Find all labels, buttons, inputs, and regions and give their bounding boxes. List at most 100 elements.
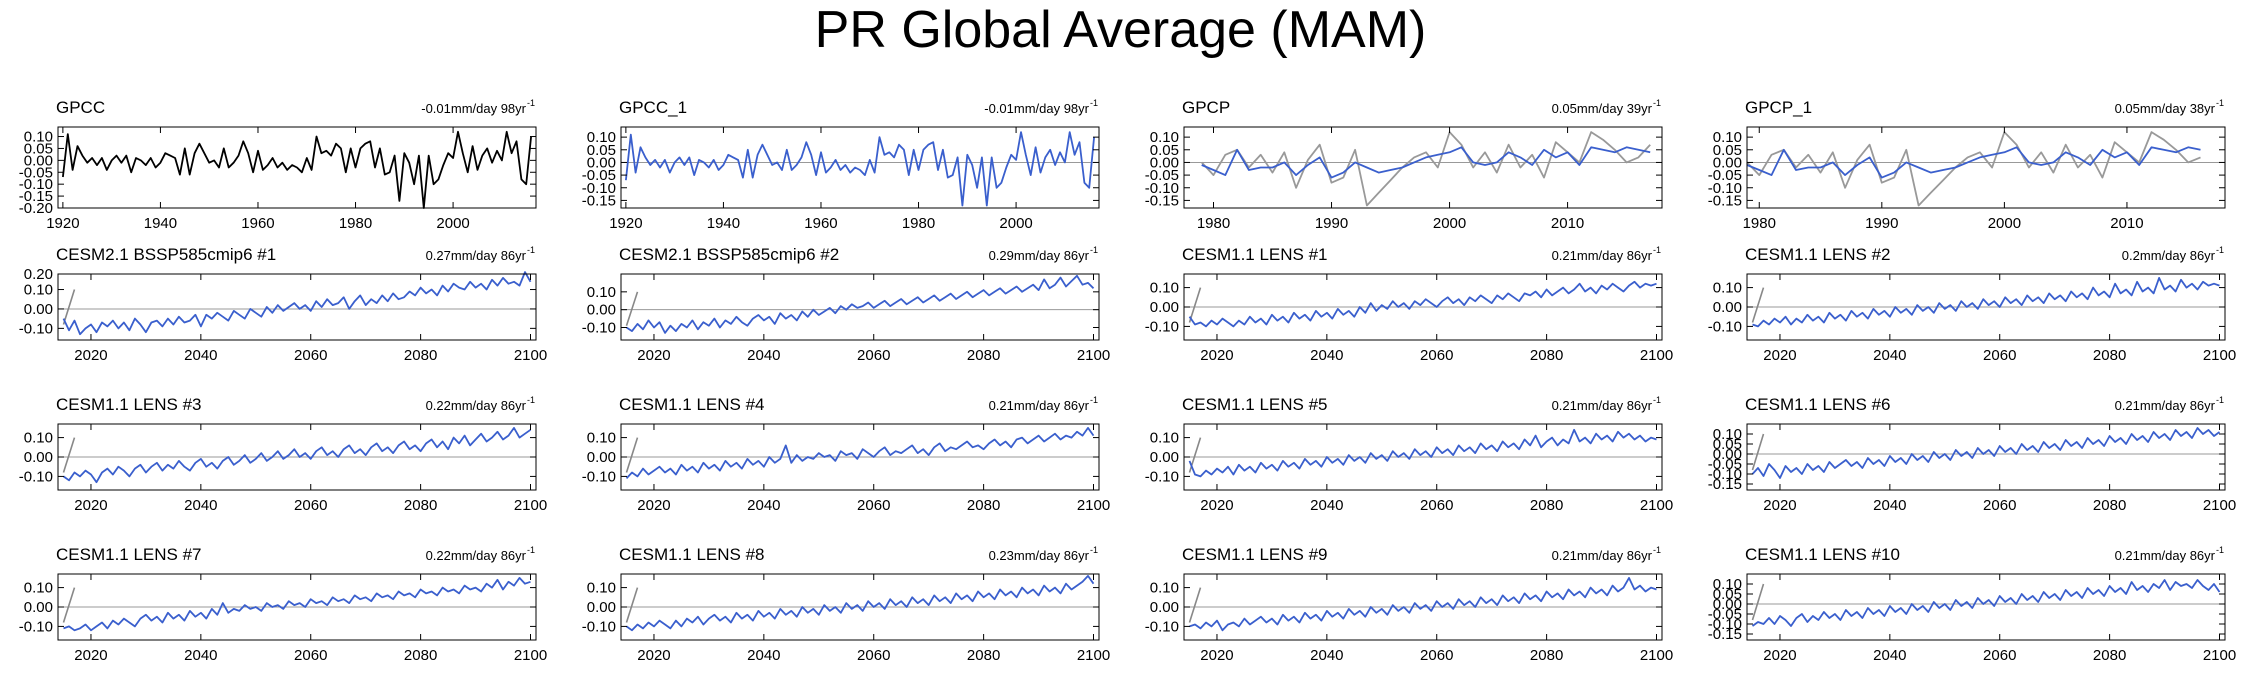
x-tick-label: 2060: [857, 347, 890, 364]
trend-exponent: -1: [1090, 545, 1098, 555]
panel-label: GPCP_1: [1745, 98, 1812, 117]
y-tick-label: -0.10: [19, 618, 53, 635]
y-tick-label: 0.00: [587, 154, 616, 171]
y-tick-label: -0.10: [582, 320, 616, 337]
panel-label: GPCP: [1182, 98, 1230, 117]
x-tick-label: 2020: [74, 497, 107, 514]
y-tick-label: -0.05: [582, 167, 616, 184]
x-tick-label: 2000: [1433, 215, 1466, 232]
panel-label: CESM1.1 LENS #2: [1745, 245, 1891, 264]
series-line-L3: [62, 426, 532, 484]
trend-exponent: -1: [527, 545, 535, 555]
trend-label: 0.27mm/day 86yr: [426, 248, 527, 263]
x-tick-label: 2100: [1640, 347, 1673, 364]
series-line-L2: [1752, 276, 2220, 328]
panel-label: CESM2.1 BSSP585cmip6 #2: [619, 245, 839, 264]
trend-exponent: -1: [2216, 545, 2224, 555]
y-tick-label: 0.10: [1150, 430, 1179, 447]
y-tick-label: -0.10: [582, 468, 616, 485]
series-line-L1: [1188, 280, 1657, 328]
x-tick-label: 2040: [1873, 347, 1906, 364]
x-tick-label: 2060: [1983, 647, 2016, 664]
x-tick-label: 2060: [1420, 647, 1453, 664]
x-tick-label: 2000: [1988, 215, 2021, 232]
x-tick-label: 2040: [184, 647, 217, 664]
panel-label: CESM1.1 LENS #1: [1182, 245, 1328, 264]
ref-trend-line: [625, 437, 639, 473]
plot-frame: [620, 273, 1100, 341]
y-tick-label: 0.10: [1150, 129, 1179, 146]
x-tick-label: 2040: [1310, 347, 1343, 364]
y-tick-label: 0.10: [1150, 580, 1179, 597]
x-tick-label: 2060: [294, 347, 327, 364]
trend-label: 0.23mm/day 86yr: [989, 548, 1090, 563]
y-tick-label: -0.10: [1145, 468, 1179, 485]
x-tick-label: 2080: [967, 347, 1000, 364]
trend-exponent: -1: [527, 98, 535, 108]
x-tick-label: 2020: [1763, 347, 1796, 364]
panel-label: CESM1.1 LENS #4: [619, 395, 765, 414]
y-tick-label: -0.15: [582, 192, 616, 209]
y-tick-label: 0.00: [24, 301, 53, 318]
series-line-L7: [63, 577, 531, 632]
y-tick-label: 0.10: [587, 430, 616, 447]
y-tick-label: -0.10: [1708, 180, 1742, 197]
y-tick-label: 0.05: [1713, 586, 1742, 603]
x-tick-label: 1980: [1197, 215, 1230, 232]
y-tick-label: 0.10: [1713, 129, 1742, 146]
x-tick-label: 2060: [294, 497, 327, 514]
series-line-L8: [625, 575, 1095, 632]
series-line-GPCP_1_blue: [1746, 146, 2201, 179]
panel-9: CESM1.1 LENS #3 0.22mm/day 86yr -1 -0.10 0.0…: [19, 395, 547, 514]
panel-label: GPCC: [56, 98, 105, 117]
ref-trend-line: [62, 587, 76, 623]
series-line-GPCP_gray: [1201, 131, 1651, 207]
panel-11: CESM1.1 LENS #5 0.21mm/day 86yr -1 -0.10 0.0…: [1145, 395, 1673, 514]
y-tick-label: -0.05: [19, 164, 53, 181]
panel-label: CESM1.1 LENS #3: [56, 395, 202, 414]
panel-3: GPCP 0.05mm/day 39yr -1 -0.15-0.10-0.050.00…: [1145, 98, 1663, 232]
x-tick-label: 2080: [404, 347, 437, 364]
x-tick-label: 2100: [514, 497, 547, 514]
y-tick-label: 0.10: [24, 580, 53, 597]
panel-label: CESM2.1 BSSP585cmip6 #1: [56, 245, 276, 264]
x-tick-label: 2040: [747, 647, 780, 664]
trend-label: -0.01mm/day 98yr: [421, 101, 526, 116]
x-tick-label: 1940: [144, 215, 177, 232]
y-tick-label: -0.10: [19, 468, 53, 485]
trend-label: 0.21mm/day 86yr: [989, 398, 1090, 413]
y-tick-label: -0.10: [1708, 466, 1742, 483]
ref-trend-line: [1751, 583, 1765, 621]
panel-8: CESM1.1 LENS #2 0.2mm/day 86yr -1 -0.10 0.00…: [1708, 245, 2236, 364]
y-tick-label: 0.00: [1713, 154, 1742, 171]
x-tick-label: 2100: [514, 647, 547, 664]
x-tick-label: 1960: [804, 215, 837, 232]
ref-trend-line: [1188, 287, 1202, 323]
panel-7: CESM1.1 LENS #1 0.21mm/day 86yr -1 -0.10 0.0…: [1145, 245, 1673, 364]
x-tick-label: 2100: [514, 347, 547, 364]
x-tick-label: 2000: [999, 215, 1032, 232]
y-tick-label: -0.05: [1708, 167, 1742, 184]
x-tick-label: 2040: [184, 497, 217, 514]
x-tick-label: 2080: [1530, 647, 1563, 664]
trend-exponent: -1: [2216, 245, 2224, 255]
y-tick-label: -0.05: [1145, 167, 1179, 184]
series-line-GPCC: [62, 130, 532, 209]
y-tick-label: -0.15: [1708, 626, 1742, 643]
x-tick-label: 2020: [1200, 497, 1233, 514]
series-line-S2: [626, 274, 1095, 334]
trend-exponent: -1: [527, 395, 535, 405]
y-tick-label: -0.20: [19, 200, 53, 217]
ref-trend-line: [1751, 287, 1765, 323]
y-tick-label: 0.10: [1713, 426, 1742, 443]
y-tick-label: -0.05: [1708, 456, 1742, 473]
y-tick-label: -0.10: [582, 180, 616, 197]
x-tick-label: 2010: [1551, 215, 1584, 232]
y-tick-label: 0.10: [587, 580, 616, 597]
x-tick-label: 1980: [1743, 215, 1776, 232]
panel-5: CESM2.1 BSSP585cmip6 #1 0.27mm/day 86yr -1…: [19, 245, 547, 364]
panel-label: CESM1.1 LENS #7: [56, 545, 202, 564]
x-tick-label: 2020: [1763, 497, 1796, 514]
x-tick-label: 2040: [184, 347, 217, 364]
